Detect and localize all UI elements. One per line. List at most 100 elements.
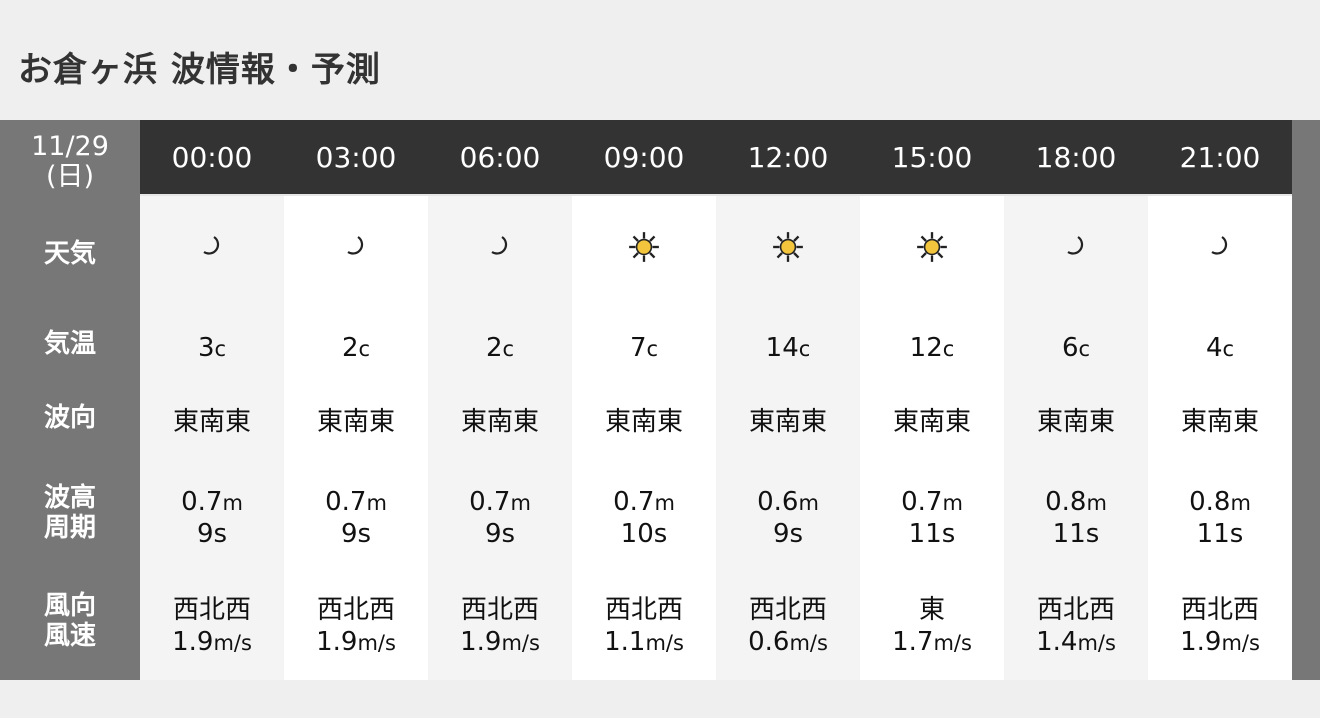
wind-speed-value: 1.4 (1036, 627, 1078, 657)
wind-direction: 西北西 (1180, 595, 1259, 625)
wave-direction: 東南東 (748, 407, 827, 437)
label-period: 周期 (43, 513, 96, 543)
temp-value: 12 (909, 333, 943, 363)
wave-height: 0.6m (716, 486, 860, 519)
temp-value: 14 (765, 333, 799, 363)
wave-height-value: 0.7 (325, 487, 367, 517)
sun-icon (860, 230, 1004, 262)
wave-direction: 東南東 (316, 407, 395, 437)
scroll-edge (1292, 120, 1320, 680)
wind-speed-value: 1.1 (604, 627, 646, 657)
forecast-column: 21:00 4c 東南東 0.8m 11s 西北西 1.9m/s (1148, 120, 1292, 680)
wave-height: 0.7m (284, 486, 428, 519)
temperature: 2c (428, 332, 572, 365)
temp-unit: c (646, 337, 659, 361)
time-header: 18:00 (1004, 120, 1148, 196)
wind-speed-value: 1.9 (460, 627, 502, 657)
wave-height-value: 0.7 (613, 487, 655, 517)
label-wave-height: 波高 (43, 483, 96, 513)
moon-icon (1004, 233, 1148, 265)
wind-direction: 西北西 (460, 595, 539, 625)
wave-direction: 東南東 (460, 407, 539, 437)
wave-period: 9s (772, 519, 804, 549)
wave-height-value: 0.7 (181, 487, 223, 517)
wave-period: 11s (1052, 519, 1100, 549)
temp-value: 3 (197, 333, 215, 363)
wave-height: 0.7m (572, 486, 716, 519)
wave-unit: m (366, 491, 387, 515)
wind-direction: 西北西 (604, 595, 683, 625)
time-header: 21:00 (1148, 120, 1292, 196)
label-weather: 天気 (43, 239, 96, 269)
forecast-column: 18:00 6c 東南東 0.8m 11s 西北西 1.4m/s (1004, 120, 1148, 680)
forecast-column: 15:00 12c 東南東 0.7m 11s 東 1.7m/s (860, 120, 1004, 680)
wind-unit: m/s (501, 631, 540, 655)
wave-height-value: 0.6 (757, 487, 799, 517)
temp-unit: c (358, 337, 371, 361)
wind-speed: 1.1m/s (572, 626, 716, 659)
wind-direction: 西北西 (316, 595, 395, 625)
forecast-column: 03:00 2c 東南東 0.7m 9s 西北西 1.9m/s (284, 120, 428, 680)
temp-unit: c (214, 337, 227, 361)
sun-icon (716, 230, 860, 262)
time-header: 09:00 (572, 120, 716, 196)
wave-period: 10s (620, 519, 668, 549)
wind-unit: m/s (1077, 631, 1116, 655)
wind-direction: 西北西 (748, 595, 827, 625)
forecast-column: 00:00 3c 東南東 0.7m 9s 西北西 1.9m/s (140, 120, 284, 680)
wind-unit: m/s (645, 631, 684, 655)
moon-icon (428, 233, 572, 265)
label-wind-dir: 風向 (43, 591, 96, 621)
label-wind-speed: 風速 (43, 621, 96, 651)
wind-direction: 西北西 (1036, 595, 1115, 625)
wave-direction: 東南東 (604, 407, 683, 437)
wind-speed: 1.9m/s (284, 626, 428, 659)
wave-unit: m (222, 491, 243, 515)
wind-speed: 1.9m/s (1148, 626, 1292, 659)
time-header: 12:00 (716, 120, 860, 196)
wind-speed-value: 1.9 (316, 627, 358, 657)
wave-height-value: 0.8 (1189, 487, 1231, 517)
temp-value: 6 (1061, 333, 1079, 363)
temperature: 3c (140, 332, 284, 365)
wind-speed-value: 0.6 (748, 627, 790, 657)
temp-unit: c (502, 337, 515, 361)
wave-height: 0.8m (1004, 486, 1148, 519)
temperature: 6c (1004, 332, 1148, 365)
wave-unit: m (1086, 491, 1107, 515)
wave-height: 0.7m (140, 486, 284, 519)
moon-icon (284, 233, 428, 265)
wind-direction: 東 (918, 595, 945, 625)
date-day: 11/29 (31, 131, 109, 162)
temperature: 14c (716, 332, 860, 365)
temperature: 4c (1148, 332, 1292, 365)
temp-value: 7 (629, 333, 647, 363)
temp-unit: c (798, 337, 811, 361)
wave-height: 0.7m (860, 486, 1004, 519)
wind-speed: 1.9m/s (140, 626, 284, 659)
time-header: 00:00 (140, 120, 284, 196)
wind-speed: 1.4m/s (1004, 626, 1148, 659)
wave-period: 9s (484, 519, 516, 549)
wave-unit: m (510, 491, 531, 515)
label-wave-dir: 波向 (43, 403, 96, 433)
wind-unit: m/s (357, 631, 396, 655)
wind-speed-value: 1.9 (1180, 627, 1222, 657)
wave-period: 9s (340, 519, 372, 549)
wave-unit: m (654, 491, 675, 515)
wind-unit: m/s (789, 631, 828, 655)
wave-direction: 東南東 (172, 407, 251, 437)
time-header: 06:00 (428, 120, 572, 196)
wave-unit: m (942, 491, 963, 515)
temperature: 12c (860, 332, 1004, 365)
temp-value: 4 (1205, 333, 1223, 363)
wind-speed: 1.9m/s (428, 626, 572, 659)
forecast-table: 11/29 (日) 天気 気温 波向 波高 周期 風向 風速 00:00 3c … (0, 120, 1320, 680)
wave-height: 0.8m (1148, 486, 1292, 519)
wave-height-value: 0.7 (901, 487, 943, 517)
wave-unit: m (1230, 491, 1251, 515)
moon-icon (1148, 233, 1292, 265)
wind-unit: m/s (1221, 631, 1260, 655)
temp-value: 2 (485, 333, 503, 363)
temperature: 7c (572, 332, 716, 365)
